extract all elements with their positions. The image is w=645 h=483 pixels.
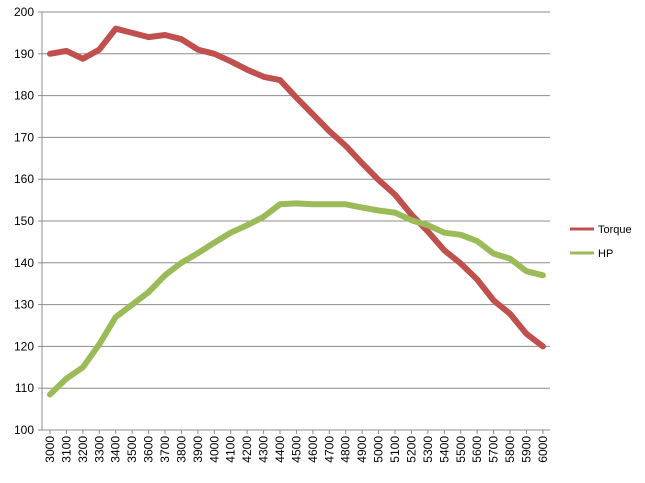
x-tick-label: 3600: [142, 436, 156, 463]
x-tick-label: 3400: [109, 436, 123, 463]
x-tick-label: 4200: [240, 436, 254, 463]
x-tick-label: 5600: [470, 436, 484, 463]
legend: Torque HP: [570, 224, 632, 260]
series-line-torque: [47, 25, 546, 350]
x-tick-label: 5900: [519, 436, 533, 463]
x-tick-label: 4500: [289, 436, 303, 463]
x-tick-label: 5100: [388, 436, 402, 463]
y-tick-label: 200: [14, 5, 34, 19]
series-lines: [47, 25, 546, 398]
x-tick-label: 5500: [454, 436, 468, 463]
x-tick-label: 3500: [125, 436, 139, 463]
y-tick-label: 150: [14, 214, 34, 228]
x-tick-label: 3800: [174, 436, 188, 463]
x-tick-label: 3100: [59, 436, 73, 463]
y-tick-label: 120: [14, 339, 34, 353]
axes: [38, 11, 550, 434]
y-tick-label: 100: [14, 423, 34, 437]
x-tick-label: 4600: [306, 436, 320, 463]
x-tick-label: 4800: [339, 436, 353, 463]
x-tick-label: 3300: [92, 436, 106, 463]
x-tick-label: 3900: [191, 436, 205, 463]
y-tick-labels: 100 110 120 130 140 150 160 170 180 190 200: [14, 5, 34, 437]
x-tick-label: 5200: [404, 436, 418, 463]
legend-label-hp: HP: [598, 248, 613, 260]
x-tick-label: 4000: [207, 436, 221, 463]
x-tick-label: 3000: [43, 436, 57, 463]
x-tick-label: 4700: [322, 436, 336, 463]
gridlines: [42, 11, 550, 431]
x-tick-label: 3200: [76, 436, 90, 463]
x-tick-label: 5000: [372, 436, 386, 463]
x-tick-label: 4300: [257, 436, 271, 463]
x-tick-label: 4900: [355, 436, 369, 463]
x-tick-label: 4400: [273, 436, 287, 463]
y-tick-label: 140: [14, 256, 34, 270]
x-tick-label: 3700: [158, 436, 172, 463]
legend-label-torque: Torque: [598, 224, 632, 236]
y-tick-label: 180: [14, 89, 34, 103]
x-tick-label: 4100: [224, 436, 238, 463]
x-tick-label: 5400: [437, 436, 451, 463]
y-tick-label: 160: [14, 172, 34, 186]
x-tick-label: 6000: [536, 436, 550, 463]
y-tick-label: 110: [15, 381, 34, 395]
x-tick-label: 5800: [503, 436, 517, 463]
x-tick-label: 5300: [421, 436, 435, 463]
y-tick-label: 130: [14, 298, 34, 312]
y-tick-label: 190: [14, 47, 34, 61]
x-tick-label: 5700: [487, 436, 501, 463]
y-tick-label: 170: [14, 130, 34, 144]
series-line-hp: [47, 200, 546, 398]
x-tick-labels: 3000 3100 3200 3300 3400 3500 3600 3700 3800 3900…: [43, 436, 550, 463]
